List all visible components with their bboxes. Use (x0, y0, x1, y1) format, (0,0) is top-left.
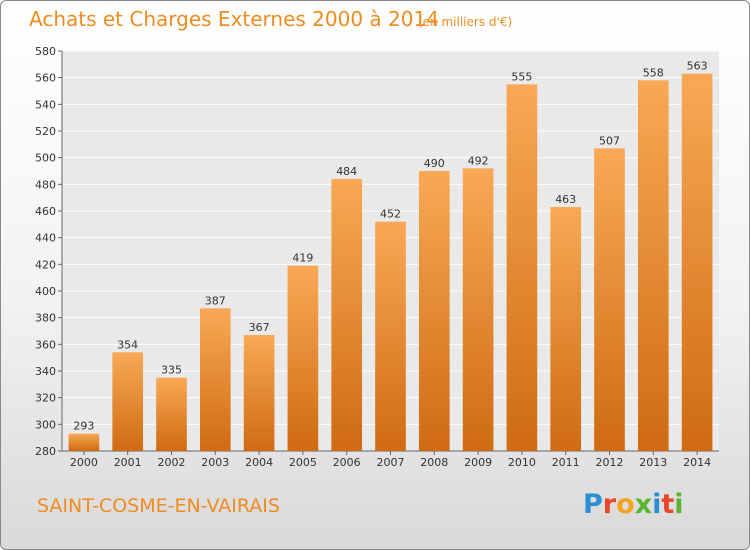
x-tick-label: 2004 (245, 456, 273, 469)
bar-2005 (287, 265, 319, 451)
bar-2007 (375, 221, 406, 451)
bar-value-label: 555 (511, 70, 532, 83)
municipality-name: SAINT-COSME-EN-VAIRAIS (37, 495, 280, 517)
x-tick-label: 2003 (201, 456, 229, 469)
y-tick-label: 380 (35, 312, 56, 325)
x-tick-label: 2009 (464, 456, 492, 469)
bar-value-label: 387 (205, 294, 226, 307)
bar-2000 (68, 433, 100, 451)
x-tick-label: 2010 (508, 456, 536, 469)
bar-2008 (418, 171, 450, 451)
bar-2006 (331, 179, 363, 451)
bar-2002 (156, 377, 187, 451)
logo-letter: t (661, 489, 675, 520)
bar-2012 (594, 148, 625, 452)
x-tick-label: 2012 (596, 456, 624, 469)
y-tick-label: 280 (35, 445, 56, 458)
bar-value-label: 492 (468, 154, 489, 167)
bar-value-label: 367 (249, 321, 270, 334)
x-tick-label: 2006 (333, 456, 361, 469)
logo-letter: o (616, 489, 635, 520)
bar-value-label: 563 (687, 60, 708, 73)
bar-2011 (550, 207, 582, 451)
logo-letter: r (602, 489, 617, 520)
x-tick-label: 2000 (70, 456, 98, 469)
bar-2013 (637, 80, 669, 451)
y-tick-label: 520 (35, 125, 56, 138)
bar-value-label: 463 (555, 193, 576, 206)
bar-value-label: 293 (73, 420, 94, 433)
bar-2009 (462, 168, 494, 452)
y-tick-label: 340 (35, 365, 56, 378)
y-tick-label: 440 (35, 232, 56, 245)
y-tick-label: 540 (35, 98, 56, 111)
bar-value-label: 484 (336, 165, 357, 178)
chart-subtitle: (en milliers d'€) (418, 15, 513, 29)
x-tick-label: 2007 (377, 456, 405, 469)
bar-2003 (199, 308, 231, 451)
bar-value-label: 335 (161, 364, 182, 377)
logo-letter: P (583, 489, 603, 520)
logo-letter: x (634, 489, 653, 520)
y-tick-label: 420 (35, 258, 56, 271)
bar-value-label: 490 (424, 157, 445, 170)
x-tick-label: 2002 (158, 456, 186, 469)
y-tick-label: 400 (35, 285, 56, 298)
x-tick-label: 2008 (420, 456, 448, 469)
x-tick-label: 2014 (683, 456, 711, 469)
x-tick-label: 2005 (289, 456, 317, 469)
bar-value-label: 419 (292, 252, 313, 265)
logo-letter: i (652, 489, 662, 520)
y-tick-label: 480 (35, 178, 56, 191)
y-tick-label: 360 (35, 338, 56, 351)
y-tick-label: 460 (35, 205, 56, 218)
bar-value-label: 452 (380, 208, 401, 221)
y-tick-label: 320 (35, 392, 56, 405)
x-tick-label: 2013 (639, 456, 667, 469)
x-tick-label: 2001 (114, 456, 142, 469)
chart-title: Achats et Charges Externes 2000 à 2014 (29, 7, 439, 31)
bar-2010 (506, 84, 538, 451)
bar-value-label: 507 (599, 134, 620, 147)
bar-2004 (243, 335, 275, 451)
bar-2014 (681, 73, 713, 452)
logo-letter: i (674, 489, 684, 520)
bar-value-label: 354 (117, 338, 138, 351)
y-tick-label: 300 (35, 418, 56, 431)
proxiti-logo-icon: Proxiti (583, 489, 684, 520)
bar-2001 (112, 352, 144, 451)
y-tick-label: 560 (35, 72, 56, 85)
y-tick-label: 500 (35, 152, 56, 165)
bar-value-label: 558 (643, 66, 664, 79)
x-tick-label: 2011 (552, 456, 580, 469)
y-tick-label: 580 (35, 45, 56, 58)
